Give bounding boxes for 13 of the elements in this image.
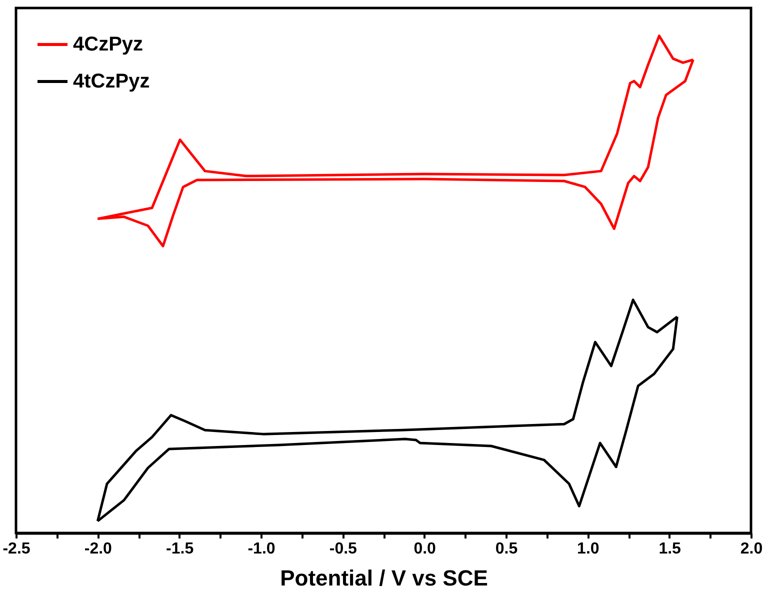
x-tick-label: 0.5 [495, 540, 518, 558]
x-tick-label: -2.0 [84, 540, 112, 558]
x-tick-label: -2.5 [2, 540, 30, 558]
x-tick-label: -0.5 [329, 540, 358, 558]
x-axis-title: Potential / V vs SCE [280, 566, 488, 590]
x-tick-label: 0.0 [414, 540, 436, 558]
x-tick-label: 1.5 [658, 540, 682, 558]
x-tick-label: -1.0 [248, 540, 276, 558]
x-tick-label: 1.0 [577, 540, 600, 558]
legend-label: 4CzPyz [73, 34, 144, 56]
x-tick-label: 2.0 [740, 540, 763, 558]
x-tick-label: -1.5 [166, 540, 194, 558]
legend-label: 4tCzPyz [73, 70, 150, 92]
